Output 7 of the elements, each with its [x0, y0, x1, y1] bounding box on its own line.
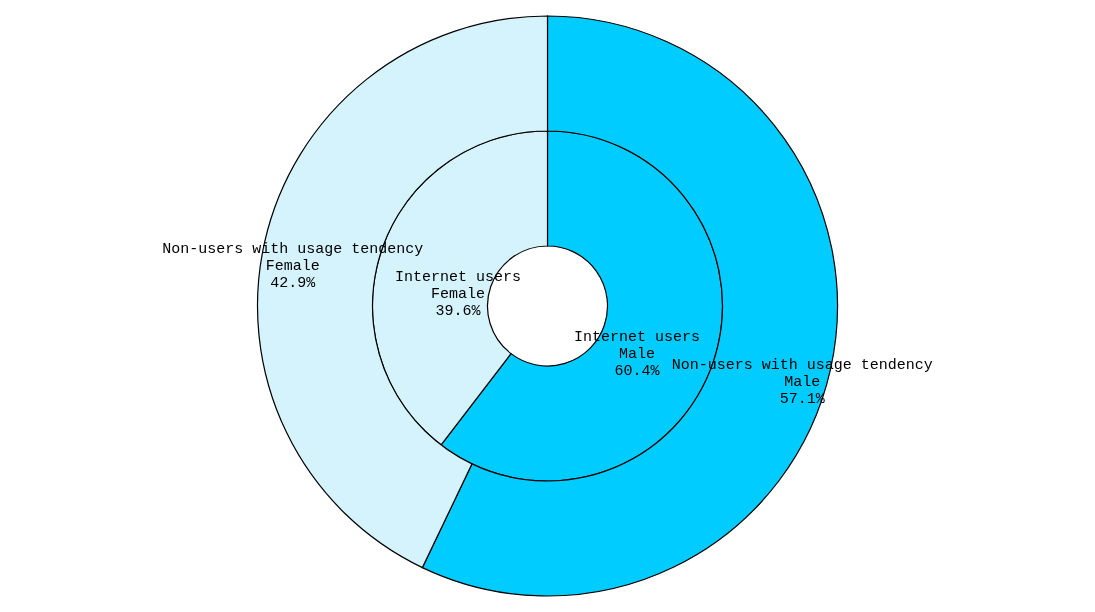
slice-label: Female — [430, 285, 486, 303]
slice-label: Male — [618, 346, 656, 364]
data-label: 42.9% — [270, 275, 317, 293]
data-label: 39.6% — [435, 302, 482, 320]
slice-label: Female — [265, 258, 320, 276]
data-label: 60.4% — [614, 363, 661, 381]
slice-label: Male — [784, 373, 821, 391]
